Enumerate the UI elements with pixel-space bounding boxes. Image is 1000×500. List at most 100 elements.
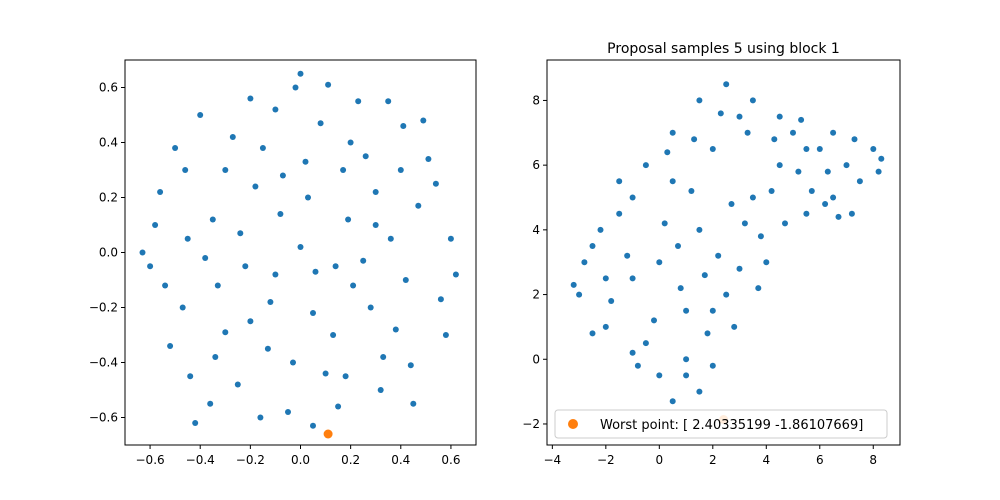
right-sample-point [798, 116, 805, 123]
left-sample-point [385, 98, 392, 105]
left-sample-point [400, 123, 407, 129]
left-y-axis: −0.6 −0.4 −0.2 0.0 0.2 0.4 0.6 [89, 81, 125, 425]
right-sample-point [602, 323, 609, 330]
left-sample-point [207, 400, 214, 407]
right-sample-point [723, 81, 730, 88]
left-sample-point [317, 120, 324, 127]
right-scatter-marks [570, 81, 885, 424]
left-sample-point [410, 400, 417, 407]
right-sample-point [589, 330, 596, 337]
left-sample-point [297, 70, 304, 77]
left-sample-point [277, 211, 284, 217]
left-sample-point [322, 370, 329, 377]
left-sample-point [372, 189, 379, 195]
right-chart-title: Proposal samples 5 using block 1 [607, 41, 840, 57]
right-x-tick-label: 2 [709, 453, 717, 467]
right-y-tick-label: 6 [532, 158, 540, 172]
left-sample-point [182, 167, 189, 173]
left-plot-area [125, 60, 476, 445]
left-scatter-panel: −0.6 −0.4 −0.2 0.0 0.2 0.4 0.6 −0.6 −0.4 −0.2 0.0… [89, 59, 477, 467]
right-sample-point [664, 149, 671, 156]
right-axes-frame [546, 59, 901, 446]
left-sample-point [272, 106, 279, 113]
left-sample-point [264, 345, 271, 352]
left-sample-point [437, 296, 444, 303]
right-sample-point [576, 291, 583, 298]
right-sample-point [768, 188, 775, 194]
left-sample-point [242, 263, 249, 270]
left-sample-point [157, 189, 164, 195]
right-sample-point [696, 226, 703, 233]
left-sample-point [209, 216, 216, 223]
right-sample-point [824, 168, 831, 175]
left-x-tick-label: 0.4 [391, 453, 410, 467]
left-sample-point [267, 299, 274, 305]
right-y-tick-label: 8 [532, 93, 540, 107]
left-sample-point [312, 268, 319, 275]
right-sample-point [624, 252, 631, 259]
right-sample-point [843, 162, 850, 169]
left-sample-point [335, 403, 342, 410]
left-sample-point [330, 332, 337, 338]
left-sample-point [442, 332, 449, 338]
right-sample-point [656, 372, 663, 379]
right-sample-point [616, 178, 623, 185]
left-sample-point [247, 318, 254, 325]
right-sample-point [723, 291, 730, 298]
right-sample-point [715, 252, 722, 259]
right-sample-point [683, 307, 690, 314]
left-sample-point [380, 354, 387, 360]
left-sample-point [247, 95, 254, 102]
left-sample-point [162, 282, 169, 289]
right-sample-point [803, 146, 810, 152]
left-sample-point [310, 422, 316, 429]
right-sample-point [669, 129, 676, 136]
left-sample-point [407, 362, 414, 369]
left-sample-point [342, 373, 349, 380]
left-y-tick-label: −0.6 [89, 411, 118, 425]
left-sample-point [325, 81, 332, 88]
right-sample-point [851, 136, 858, 143]
right-sample-point [696, 388, 703, 395]
left-sample-point [420, 117, 427, 124]
left-sample-point [402, 277, 409, 283]
right-sample-point [709, 146, 716, 152]
left-sample-point [222, 167, 229, 173]
right-sample-point [741, 220, 748, 227]
left-sample-point [192, 420, 199, 426]
right-sample-point [757, 233, 764, 240]
right-sample-point [878, 155, 885, 162]
right-sample-point [749, 97, 756, 104]
left-scatter-marks [139, 70, 459, 439]
left-y-tick-label: 0.0 [99, 246, 118, 260]
right-sample-point [661, 220, 668, 227]
right-sample-point [771, 136, 778, 143]
right-sample-point [875, 168, 882, 175]
right-sample-point [808, 188, 815, 194]
right-sample-point [589, 243, 596, 249]
right-sample-point [736, 113, 743, 120]
right-sample-point [776, 162, 783, 169]
right-sample-point [677, 285, 684, 292]
left-sample-point [259, 145, 266, 151]
right-sample-point [570, 281, 577, 288]
left-sample-point [297, 244, 304, 250]
left-sample-point [229, 134, 236, 140]
right-sample-point [616, 210, 623, 217]
legend-marker [568, 419, 578, 429]
right-sample-point [848, 210, 855, 217]
left-sample-point [214, 282, 221, 289]
left-sample-point [167, 343, 174, 349]
right-sample-point [688, 188, 695, 194]
right-sample-point [691, 136, 698, 143]
legend-label: Worst point: [ 2.40335199 -1.86107669] [600, 418, 863, 433]
right-sample-point [669, 178, 676, 185]
left-sample-point [257, 414, 264, 421]
left-sample-point [179, 304, 186, 311]
right-sample-point [835, 213, 842, 220]
left-sample-point [310, 310, 316, 316]
legend-box [554, 409, 888, 439]
right-x-tick-label: −2 [597, 453, 615, 467]
left-sample-point [252, 183, 259, 190]
right-sample-point [651, 317, 657, 324]
